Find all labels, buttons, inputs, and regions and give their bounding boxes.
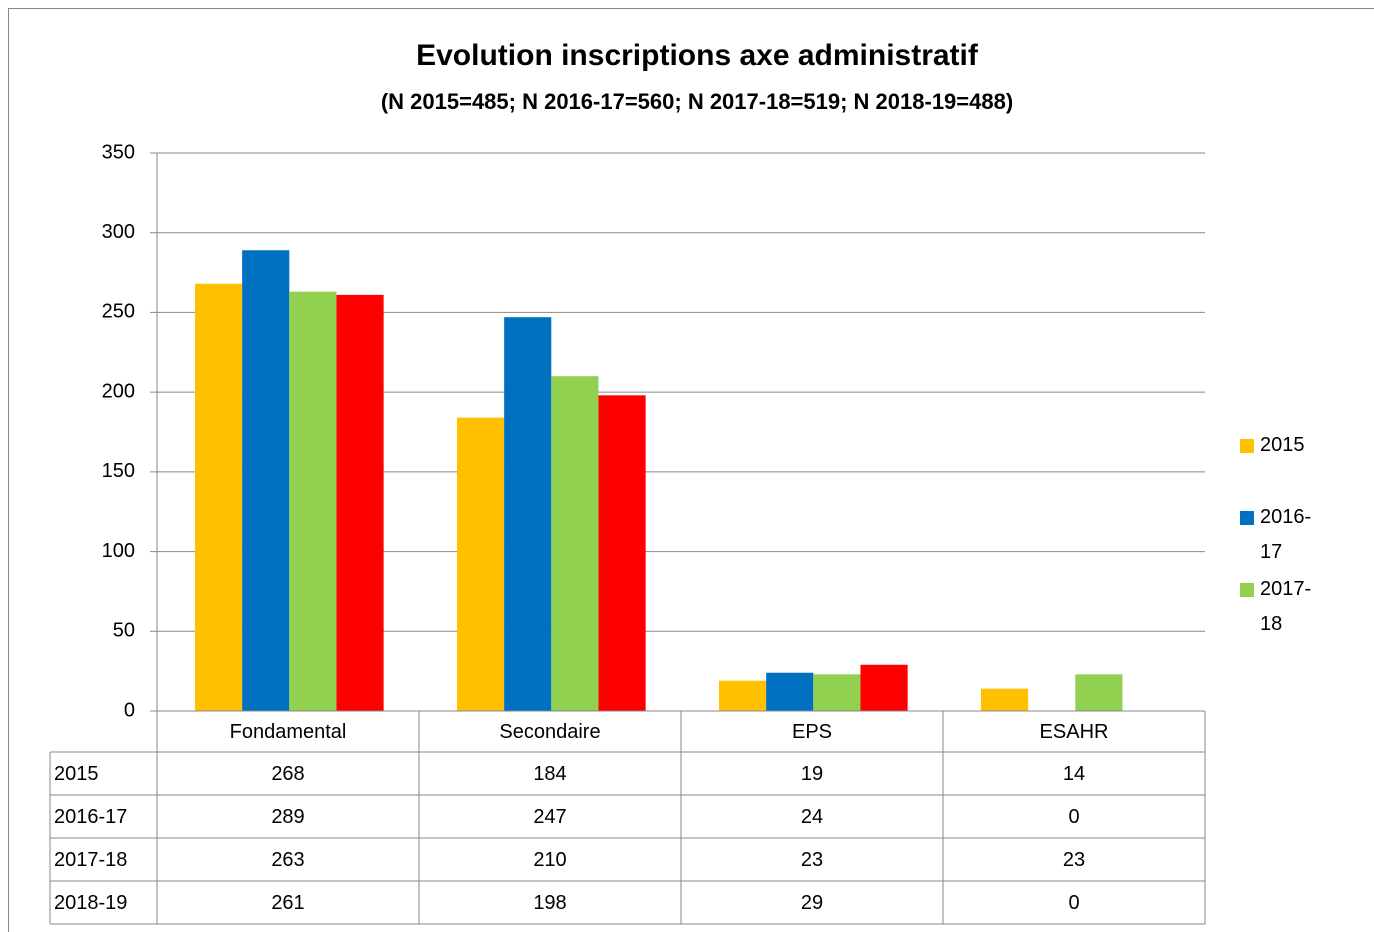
table-cell: 14 [1063,763,1085,785]
legend-label: 2017-18 [1260,578,1312,634]
bar [598,395,646,711]
legend-swatch [1240,583,1254,597]
x-tick-label: Fondamental [230,721,347,743]
table-cell: 289 [271,806,304,828]
y-tick-label: 0 [124,699,135,721]
bar [504,317,552,711]
y-tick-label: 50 [113,620,135,642]
legend-item: 2016-17 [1240,500,1360,572]
table-cell: 19 [801,763,823,785]
table-row-label: 2015 [54,763,99,785]
table-row-label: 2017-18 [54,849,127,871]
chart-border [8,8,1374,932]
bar [813,674,861,711]
bar [456,417,505,711]
table-row-label: 2016-17 [54,806,127,828]
table-cell: 261 [271,892,304,914]
bar [980,688,1029,711]
bar [718,680,767,711]
bar [1075,674,1123,711]
x-tick-label: ESAHR [1040,721,1109,743]
table-cell: 23 [801,849,823,871]
legend-item: 2015 [1240,428,1360,500]
bar [242,250,290,711]
table-cell: 268 [271,763,304,785]
bar [289,291,337,711]
table-cell: 24 [801,806,823,828]
table-cell: 23 [1063,849,1085,871]
legend-label: 2016-17 [1260,506,1312,563]
chart-subtitle: (N 2015=485; N 2016-17=560; N 2017-18=51… [381,89,1013,114]
table-cell: 184 [533,763,566,785]
y-tick-label: 150 [102,460,135,482]
table-cell: 0 [1068,806,1079,828]
legend-label: 2015 [1260,434,1305,456]
chart-title: Evolution inscriptions axe administratif [416,39,979,72]
bar [766,672,814,711]
y-tick-label: 100 [102,540,135,562]
bar [336,294,384,711]
legend-swatch [1240,439,1254,453]
table-cell: 263 [271,849,304,871]
bar [551,376,599,711]
y-tick-label: 350 [102,141,135,163]
legend-swatch [1240,511,1254,525]
bar [860,664,908,711]
table-cell: 198 [533,892,566,914]
table-cell: 0 [1068,892,1079,914]
y-tick-label: 250 [102,301,135,323]
x-tick-label: EPS [792,721,832,743]
table-cell: 247 [533,806,566,828]
table-cell: 29 [801,892,823,914]
x-tick-label: Secondaire [499,721,600,743]
bar [194,283,243,711]
y-tick-label: 300 [102,221,135,243]
legend-item: 2017-18 [1240,572,1360,634]
table-row-label: 2018-19 [54,892,127,914]
table-cell: 210 [533,849,566,871]
y-tick-label: 200 [102,380,135,402]
